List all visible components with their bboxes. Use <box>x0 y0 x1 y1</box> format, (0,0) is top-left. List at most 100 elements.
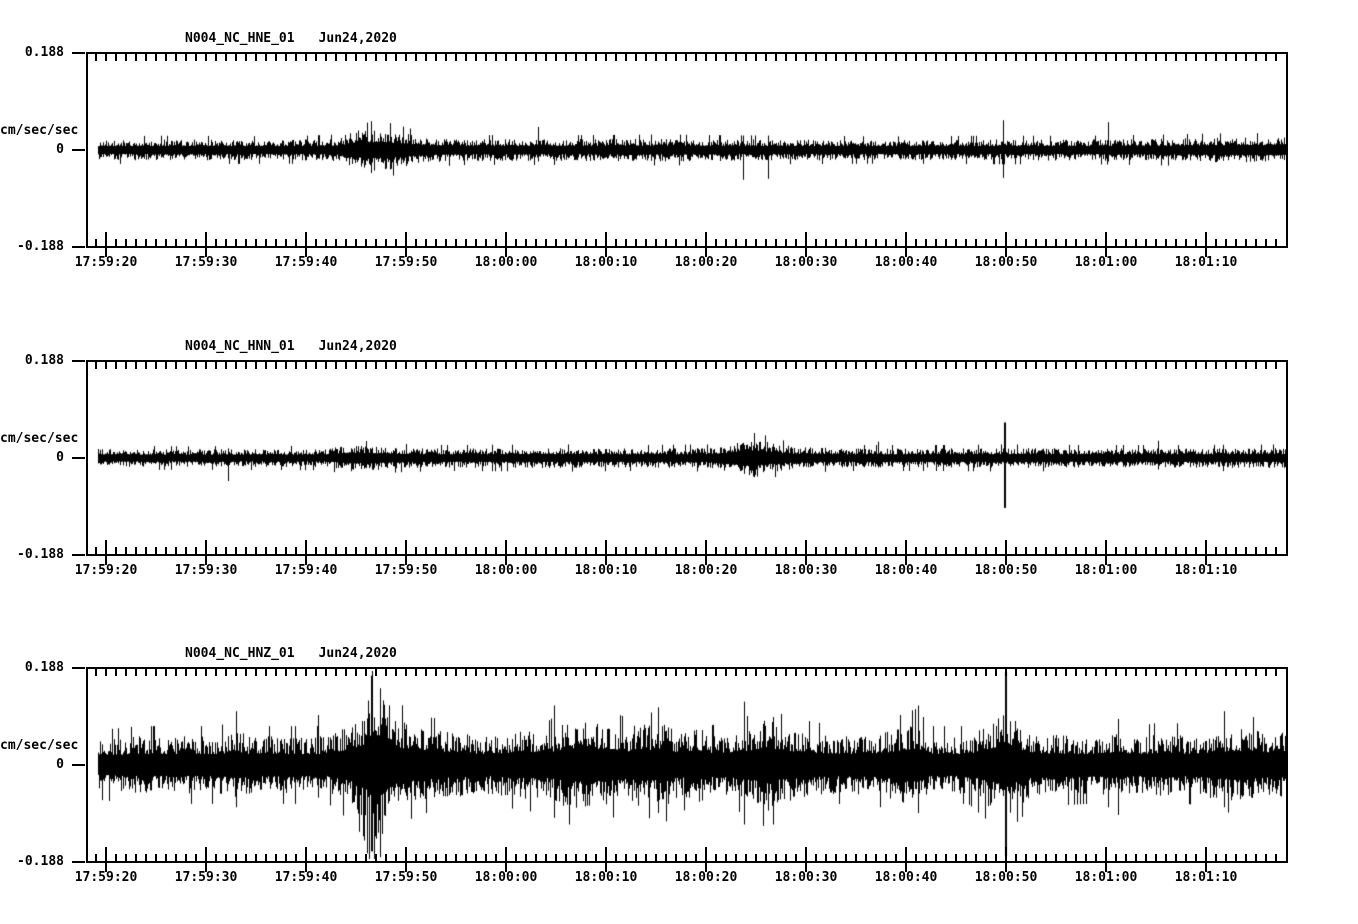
x-axis-minor-tick <box>445 362 447 369</box>
x-axis-minor-tick <box>965 239 967 246</box>
x-axis-minor-tick <box>935 669 937 676</box>
x-axis-minor-tick <box>135 54 137 61</box>
x-axis-minor-tick <box>785 547 787 554</box>
x-axis-minor-tick <box>1185 547 1187 554</box>
x-axis-minor-tick <box>235 239 237 246</box>
x-axis-minor-tick <box>215 362 217 369</box>
x-axis-minor-tick <box>945 362 947 369</box>
x-axis-minor-tick <box>615 54 617 61</box>
x-axis-labels: 17:59:20 17:59:30 17:59:40 17:59:50 18:00:00… <box>75 870 1288 888</box>
y-axis-zero-label: 0 <box>56 757 64 772</box>
x-axis-minor-tick <box>815 54 817 61</box>
x-axis-minor-tick <box>315 547 317 554</box>
y-axis-tick <box>72 667 85 669</box>
x-axis-minor-tick <box>835 54 837 61</box>
x-axis-minor-tick <box>1225 854 1227 861</box>
x-axis-minor-tick <box>785 54 787 61</box>
y-axis-max-label: 0.188 <box>24 353 64 368</box>
x-axis-minor-tick <box>1035 362 1037 369</box>
x-axis-major-tick <box>105 540 107 565</box>
x-axis-minor-tick <box>435 54 437 61</box>
x-axis-minor-tick <box>315 669 317 676</box>
x-axis-minor-tick <box>515 547 517 554</box>
x-axis-minor-tick <box>265 854 267 861</box>
x-axis-minor-tick <box>795 547 797 554</box>
x-axis-minor-tick <box>565 854 567 861</box>
x-axis-minor-tick <box>615 547 617 554</box>
x-axis-minor-tick <box>1045 669 1047 676</box>
x-axis-minor-tick <box>545 854 547 861</box>
x-axis-minor-tick <box>645 54 647 61</box>
x-axis-minor-tick <box>445 239 447 246</box>
x-axis-minor-tick <box>565 239 567 246</box>
x-axis-minor-tick <box>1095 547 1097 554</box>
x-axis-minor-tick <box>655 362 657 369</box>
x-axis-minor-tick <box>945 854 947 861</box>
x-axis-major-tick <box>805 232 807 257</box>
x-axis-minor-tick <box>485 362 487 369</box>
x-axis-minor-tick <box>1055 362 1057 369</box>
x-axis-minor-tick <box>795 362 797 369</box>
x-axis-minor-tick <box>255 547 257 554</box>
x-axis-minor-tick <box>815 362 817 369</box>
x-axis-minor-tick <box>1045 854 1047 861</box>
x-axis-minor-tick <box>695 54 697 61</box>
x-axis-minor-tick <box>265 362 267 369</box>
x-axis-major-tick <box>805 540 807 565</box>
x-axis-minor-tick <box>725 854 727 861</box>
x-axis-minor-tick <box>1085 362 1087 369</box>
x-axis-minor-tick <box>825 547 827 554</box>
x-axis-minor-tick <box>745 239 747 246</box>
x-axis-minor-tick <box>315 362 317 369</box>
x-axis-minor-tick <box>1095 239 1097 246</box>
x-axis-minor-tick <box>1025 54 1027 61</box>
x-axis-tick-label: 17:59:40 <box>274 870 338 885</box>
x-axis-minor-tick <box>345 854 347 861</box>
x-axis-minor-tick <box>135 854 137 861</box>
x-axis-minor-tick <box>535 669 537 676</box>
x-axis-major-tick <box>1005 540 1007 565</box>
x-axis-minor-tick <box>245 239 247 246</box>
x-axis-minor-tick <box>915 54 917 61</box>
x-axis-minor-tick <box>125 669 127 676</box>
x-axis-minor-tick <box>795 854 797 861</box>
x-axis-minor-tick <box>715 362 717 369</box>
x-axis-minor-tick <box>135 362 137 369</box>
x-axis-minor-tick <box>945 54 947 61</box>
x-axis-major-tick <box>205 540 207 565</box>
x-axis-minor-tick <box>535 547 537 554</box>
x-axis-minor-tick <box>705 54 707 61</box>
x-axis-major-tick <box>305 540 307 565</box>
x-axis-minor-tick <box>295 54 297 61</box>
x-axis-minor-tick <box>745 547 747 554</box>
x-axis-minor-tick <box>345 362 347 369</box>
x-axis-minor-tick <box>1025 669 1027 676</box>
x-axis-tick-label: 17:59:50 <box>374 563 438 578</box>
x-axis-minor-tick <box>1045 54 1047 61</box>
x-axis-tick-label: 18:00:30 <box>774 870 838 885</box>
x-axis-minor-tick <box>1095 669 1097 676</box>
x-axis-minor-tick <box>185 54 187 61</box>
x-axis-minor-tick <box>475 547 477 554</box>
x-axis-minor-tick <box>545 239 547 246</box>
x-axis-minor-tick <box>195 669 197 676</box>
x-axis-minor-tick <box>915 362 917 369</box>
x-axis-major-tick <box>505 232 507 257</box>
x-axis-minor-tick <box>575 547 577 554</box>
x-axis-minor-tick <box>855 362 857 369</box>
x-axis-minor-tick <box>1105 362 1107 369</box>
x-axis-minor-tick <box>685 54 687 61</box>
x-axis-minor-tick <box>635 669 637 676</box>
x-axis-minor-tick <box>115 54 117 61</box>
x-axis-minor-tick <box>1065 239 1067 246</box>
x-axis-minor-tick <box>355 669 357 676</box>
x-axis-minor-tick <box>665 54 667 61</box>
x-axis-major-tick <box>1205 847 1207 872</box>
x-axis-minor-tick <box>745 854 747 861</box>
x-axis-minor-tick <box>265 54 267 61</box>
x-axis-minor-tick <box>105 669 107 676</box>
x-axis-minor-tick <box>1125 239 1127 246</box>
x-axis-minor-tick <box>815 239 817 246</box>
x-axis-minor-tick <box>395 239 397 246</box>
x-axis-minor-tick <box>755 362 757 369</box>
